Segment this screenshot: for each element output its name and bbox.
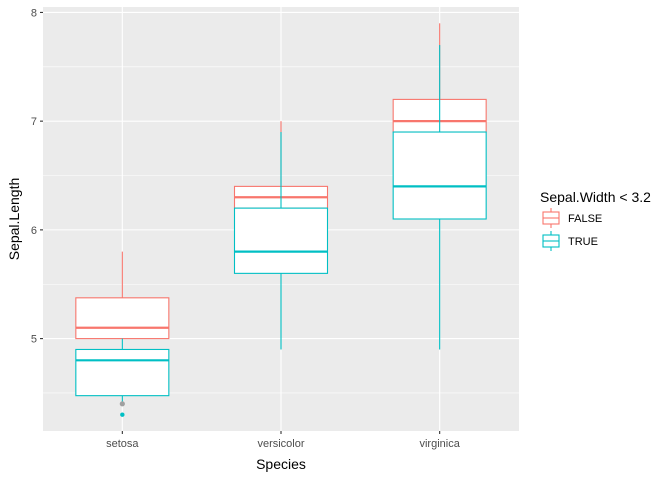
x-tick-label: virginica [419,438,460,450]
legend-label: TRUE [568,236,598,248]
y-axis: 5 6 7 8 [31,7,43,346]
box-iqr [75,348,170,397]
y-tick-label: 5 [31,334,37,346]
x-axis-title: Species [256,456,306,472]
box-iqr [75,297,170,340]
y-tick-label: 6 [31,225,37,237]
box-setosa [75,338,170,417]
x-tick-label: versicolor [257,438,304,450]
legend-label: FALSE [568,213,602,225]
box-setosa [75,251,170,340]
legend-key-true: TRUE [542,231,598,251]
outlier-point [120,412,125,417]
box-iqr [233,207,329,274]
overlapping-outlier-point [119,401,125,407]
legend: Sepal.Width < 3.2 FALSE TRUE [540,189,651,251]
box-virginica [392,45,487,350]
y-tick-label: 7 [31,116,37,128]
y-axis-title: Sepal.Length [6,178,22,261]
x-tick-label: setosa [106,438,139,450]
legend-key-false: FALSE [542,208,602,228]
box-groups [75,23,487,417]
box-iqr [392,131,487,220]
box-versicolor [233,132,329,350]
y-tick-label: 8 [31,7,37,19]
x-axis: setosa versicolor virginica [106,431,461,450]
legend-title: Sepal.Width < 3.2 [540,189,651,205]
